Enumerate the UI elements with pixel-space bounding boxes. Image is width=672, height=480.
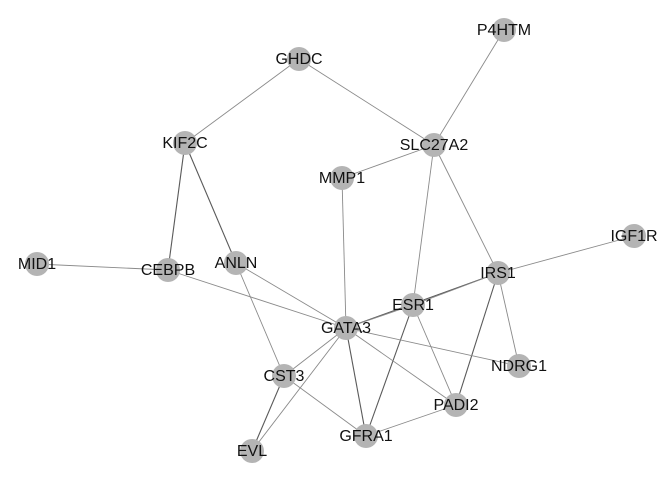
edge-ghdc-kif2c [184,58,300,144]
node-circle [156,258,180,282]
node-circle [287,47,311,71]
node-mmp1: MMP1 [319,166,365,190]
node-mid1: MID1 [18,252,56,276]
edge-cst3-gfra1 [283,375,367,437]
node-circle [401,293,425,317]
node-label: KIF2C [162,135,207,152]
node-label: SLC27A2 [400,137,469,154]
node-label: ANLN [215,255,258,272]
edge-ghdc-slc27a2 [298,58,435,146]
node-label: P4HTM [477,22,531,39]
node-circle [422,133,446,157]
node-label: GHDC [275,51,322,68]
node-irs1: IRS1 [480,261,516,285]
edge-esr1-padi2 [412,304,457,406]
node-evl: EVL [237,439,267,463]
edge-gata3-gfra1 [345,327,367,437]
node-label: MMP1 [319,170,365,187]
edge-kif2c-cebpb [167,142,186,271]
node-label: NDRG1 [491,358,547,375]
edge-anln-cst3 [235,262,285,377]
node-circle [330,166,354,190]
node-label: ESR1 [392,297,434,314]
node-circle [492,18,516,42]
node-label: CST3 [264,368,305,385]
edge-gfra1-padi2 [365,404,457,437]
node-igf1r: IGF1R [610,224,658,248]
edge-slc27a2-irs1 [433,144,499,274]
edge-gata3-cst3 [283,327,347,377]
node-cebpb: CEBPB [141,258,195,282]
edge-gata3-ndrg1 [345,327,520,367]
node-label: MID1 [18,256,56,273]
node-label: GFRA1 [339,428,392,445]
node-circle [334,316,358,340]
node-kif2c: KIF2C [162,131,208,155]
node-p4htm: P4HTM [477,18,531,42]
edge-cst3-evl [251,375,285,452]
node-circle [486,261,510,285]
edge-slc27a2-esr1 [412,144,435,306]
edge-mid1-cebpb [36,263,169,271]
edge-cebpb-gata3 [167,269,347,329]
node-anln: ANLN [215,251,258,275]
edge-p4htm-slc27a2 [433,29,505,146]
node-label: CEBPB [141,262,195,279]
edge-esr1-gfra1 [365,304,414,437]
node-label: IRS1 [480,265,516,282]
node-ndrg1: NDRG1 [491,354,547,378]
node-circle [240,439,264,463]
node-gfra1: GFRA1 [339,424,393,448]
node-circle [354,424,378,448]
edge-gata3-evl [251,327,347,452]
node-slc27a2: SLC27A2 [400,133,469,157]
edge-irs1-ndrg1 [497,272,520,367]
node-layer: GHDC P4HTM KIF2C SLC27A2 MMP1 MID1 CEBPB ANLN IG… [18,18,658,463]
node-circle [173,131,197,155]
edge-irs1-esr1 [412,272,499,306]
edge-slc27a2-mmp1 [341,144,435,179]
node-gata3: GATA3 [321,316,371,340]
node-circle [622,224,646,248]
node-circle [272,364,296,388]
edge-irs1-padi2 [455,272,499,406]
node-cst3: CST3 [264,364,305,388]
node-label: IGF1R [610,228,657,245]
node-circle [224,251,248,275]
node-padi2: PADI2 [433,393,479,417]
edge-igf1r-irs1 [497,235,635,274]
node-circle [507,354,531,378]
edge-layer [36,29,635,452]
node-label: EVL [237,443,267,460]
edge-mmp1-gata3 [341,177,347,329]
edge-kif2c-anln [184,142,237,264]
node-esr1: ESR1 [392,293,434,317]
node-circle [25,252,49,276]
edge-gata3-padi2 [345,327,457,406]
edge-anln-gata3 [235,262,347,329]
node-label: GATA3 [321,320,371,337]
node-label: PADI2 [433,397,478,414]
node-ghdc: GHDC [275,47,323,71]
node-circle [444,393,468,417]
